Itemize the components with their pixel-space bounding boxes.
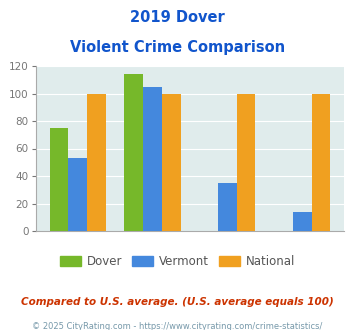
Text: © 2025 CityRating.com - https://www.cityrating.com/crime-statistics/: © 2025 CityRating.com - https://www.city…	[32, 322, 323, 330]
Text: Violent Crime Comparison: Violent Crime Comparison	[70, 40, 285, 54]
Text: Compared to U.S. average. (U.S. average equals 100): Compared to U.S. average. (U.S. average …	[21, 297, 334, 307]
Bar	[237, 93, 256, 231]
Bar	[50, 128, 68, 231]
Bar	[143, 86, 162, 231]
Bar	[87, 93, 106, 231]
Bar	[162, 93, 181, 231]
Bar	[218, 183, 237, 231]
Legend: Dover, Vermont, National: Dover, Vermont, National	[55, 250, 300, 273]
Bar	[312, 93, 330, 231]
Bar	[293, 212, 312, 231]
Bar	[124, 74, 143, 231]
Text: 2019 Dover: 2019 Dover	[130, 10, 225, 25]
Bar	[68, 158, 87, 231]
